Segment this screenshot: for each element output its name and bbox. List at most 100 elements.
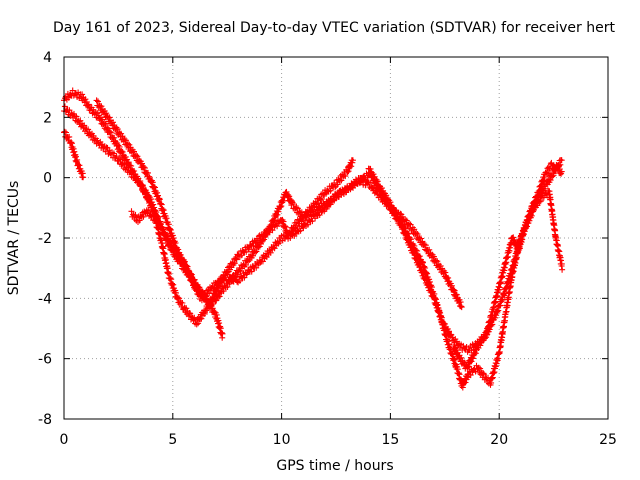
x-tick-label: 25	[599, 432, 617, 448]
data-point	[368, 183, 370, 185]
x-tick-label: 15	[381, 432, 399, 448]
data-point	[259, 237, 261, 239]
data-point	[446, 340, 448, 342]
data-point	[461, 306, 463, 308]
data-point	[459, 358, 461, 360]
data-point	[74, 116, 76, 118]
data-point	[76, 162, 78, 164]
data-point	[555, 237, 557, 239]
data-point	[106, 116, 109, 118]
data-point	[485, 333, 487, 336]
data-point	[505, 261, 507, 263]
data-point	[411, 243, 413, 245]
data-point	[220, 279, 222, 281]
y-axis-label: SDTVAR / TECUs	[6, 181, 22, 296]
data-point	[466, 367, 468, 369]
data-point	[542, 195, 544, 197]
data-point	[452, 346, 455, 348]
x-axis-label: GPS time / hours	[276, 458, 393, 474]
data-point	[185, 267, 187, 269]
data-point	[117, 146, 119, 149]
data-point	[511, 273, 513, 275]
data-point	[237, 279, 239, 281]
data-point	[215, 282, 217, 284]
data-point	[505, 312, 507, 314]
data-point	[237, 270, 239, 272]
data-point	[222, 288, 224, 290]
data-point	[128, 165, 130, 167]
data-point	[237, 255, 239, 257]
data-point	[503, 294, 505, 296]
data-point	[544, 174, 546, 176]
data-point	[352, 159, 354, 161]
data-point	[339, 192, 341, 194]
data-point	[207, 291, 209, 293]
x-tick-label: 0	[60, 432, 69, 448]
data-point	[128, 146, 130, 149]
data-point	[248, 258, 250, 260]
data-point	[80, 95, 82, 97]
data-point	[130, 213, 133, 215]
data-point	[222, 337, 224, 339]
data-point	[106, 128, 109, 130]
data-point	[248, 246, 250, 248]
data-point	[259, 243, 261, 245]
data-point	[479, 343, 481, 345]
plot-frame	[63, 56, 609, 420]
data-point	[117, 131, 119, 133]
data-point	[546, 183, 548, 185]
data-point	[439, 315, 441, 317]
data-point	[324, 192, 326, 194]
data-point	[183, 306, 185, 308]
data-point	[278, 207, 280, 209]
data-point	[281, 237, 283, 239]
data-point	[189, 315, 191, 317]
data-point	[461, 385, 463, 387]
data-point	[368, 168, 370, 170]
data-point	[72, 92, 74, 94]
data-point	[455, 294, 457, 296]
data-point	[489, 382, 492, 384]
data-point	[498, 352, 500, 354]
data-point	[259, 261, 261, 263]
data-point	[167, 243, 169, 245]
data-point	[285, 192, 287, 194]
data-point	[137, 219, 139, 221]
data-point	[444, 273, 446, 275]
data-point	[557, 168, 559, 170]
data-point	[450, 337, 452, 339]
data-point	[150, 201, 152, 203]
data-point	[106, 149, 109, 152]
data-point	[492, 309, 494, 311]
data-point	[411, 228, 413, 230]
data-point	[291, 204, 294, 206]
data-point	[350, 186, 352, 188]
x-tick-label: 20	[490, 432, 508, 448]
data-point	[196, 321, 198, 324]
data-point	[389, 204, 391, 206]
data-point	[550, 165, 553, 167]
data-point	[296, 222, 298, 224]
data-point	[213, 294, 215, 296]
data-point	[89, 107, 91, 109]
data-point	[422, 264, 424, 266]
data-point	[313, 216, 315, 218]
data-point	[83, 177, 85, 179]
y-tick-label: -2	[38, 231, 52, 247]
data-point	[287, 234, 289, 236]
data-point	[139, 162, 141, 164]
data-point	[335, 183, 337, 185]
data-point	[194, 285, 196, 287]
data-point	[531, 207, 533, 209]
data-point	[472, 355, 474, 357]
data-point	[400, 222, 402, 224]
plot-border	[63, 56, 609, 420]
x-tick-label: 5	[168, 432, 177, 448]
data-point	[96, 101, 98, 103]
data-point	[561, 174, 563, 176]
y-tick-label: 4	[43, 50, 52, 66]
data-point	[248, 270, 250, 272]
data-point	[98, 116, 100, 118]
